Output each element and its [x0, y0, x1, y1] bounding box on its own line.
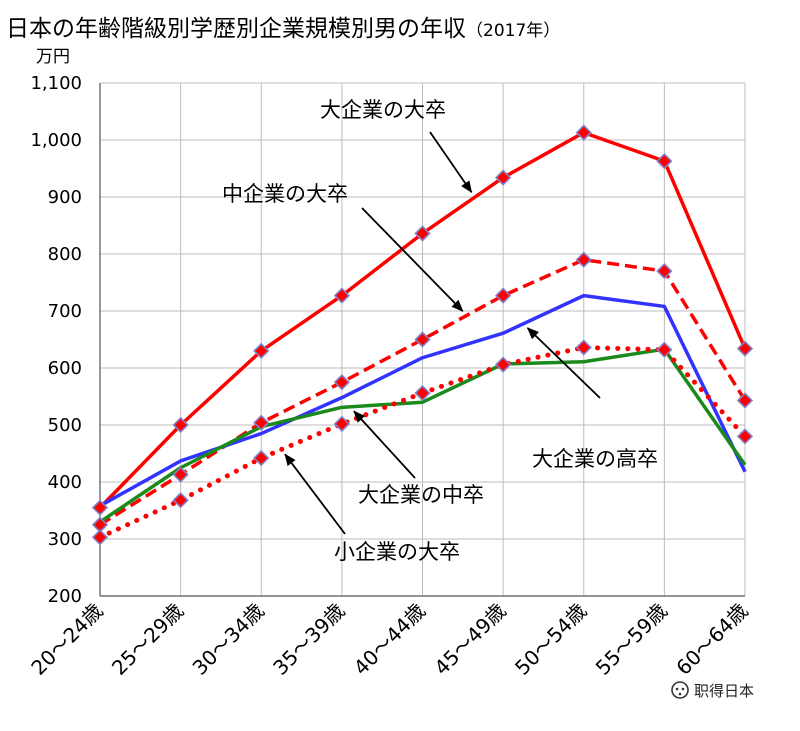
annotation-arrow	[526, 327, 601, 399]
data-point-marker	[656, 341, 673, 358]
y-tick-label: 900	[48, 187, 82, 208]
data-point-marker	[414, 331, 431, 348]
data-point-marker	[172, 466, 189, 483]
x-tick-label: 50～54歳	[510, 599, 591, 680]
data-point-marker	[333, 374, 351, 391]
data-point-marker	[91, 499, 109, 516]
y-tick-label: 300	[48, 529, 82, 550]
data-point-marker	[575, 339, 592, 356]
x-tick-label: 30～34歳	[188, 599, 269, 680]
watermark: 职得日本	[671, 681, 754, 700]
y-tick-label: 400	[48, 472, 82, 493]
y-tick-label: 1,000	[30, 130, 82, 151]
data-point-marker	[91, 529, 109, 546]
data-point-marker	[575, 124, 592, 141]
chart-title-main: 日本の年齢階級別学歴別企業規模別男の年収	[6, 16, 466, 42]
data-point-marker	[172, 416, 189, 434]
series-line-2	[99, 257, 747, 527]
data-point-marker	[656, 152, 673, 170]
series-line-3	[99, 293, 747, 508]
chart-title-year: （2017年）	[466, 21, 560, 41]
annotation-arrow	[284, 453, 346, 535]
annotation-label: 大企業の中卒	[358, 483, 484, 507]
wechat-icon	[671, 681, 689, 699]
x-tick-label: 25～29歳	[107, 599, 188, 680]
x-tick-label: 60～64歳	[671, 599, 752, 680]
data-point-marker	[575, 251, 592, 268]
y-tick-label: 800	[48, 244, 82, 265]
x-tick-label: 20～24歳	[26, 599, 107, 680]
y-axis-unit: 万円	[36, 47, 70, 67]
watermark-text: 职得日本	[694, 682, 754, 700]
x-tick-label: 35～39歳	[268, 599, 349, 680]
data-point-marker	[333, 415, 351, 432]
data-point-marker	[494, 287, 512, 304]
y-tick-label: 1,100	[30, 73, 82, 94]
x-tick-label: 40～44歳	[349, 599, 430, 680]
data-point-marker	[253, 414, 270, 431]
data-point-marker	[736, 392, 754, 409]
x-tick-label: 45～49歳	[429, 599, 510, 680]
axes: 200 300 400 500 600 700 800 900 1,000 1,100 20～24歳…	[26, 73, 752, 680]
data-point-marker	[414, 384, 431, 402]
y-tick-label: 500	[48, 415, 82, 436]
data-point-marker	[333, 287, 351, 304]
data-point-marker	[736, 428, 754, 445]
y-tick-label: 700	[48, 301, 82, 322]
annotation-label: 大企業の大卒	[320, 98, 446, 122]
y-tick-label: 600	[48, 358, 82, 379]
x-tick-label: 55～59歳	[591, 599, 672, 680]
annotation-arrow	[429, 131, 473, 194]
annotation-label: 小企業の大卒	[334, 540, 460, 564]
annotation-label: 大企業の高卒	[532, 447, 658, 471]
annotation-arrow	[353, 410, 416, 479]
chart-title: 日本の年齢階級別学歴別企業規模別男の年収（2017年）	[6, 16, 560, 42]
data-point-marker	[494, 169, 512, 186]
annotation-arrow	[361, 207, 464, 312]
data-point-marker	[736, 340, 754, 357]
data-point-marker	[172, 492, 189, 509]
data-point-marker	[414, 225, 431, 242]
y-tick-label: 200	[48, 586, 82, 607]
series-markers	[91, 124, 754, 546]
data-point-marker	[253, 449, 270, 467]
data-point-marker	[656, 262, 673, 280]
data-point-marker	[494, 356, 512, 373]
data-point-marker	[253, 342, 270, 360]
annotation-label: 中企業の大卒	[222, 182, 348, 206]
series-line-4	[99, 347, 747, 524]
